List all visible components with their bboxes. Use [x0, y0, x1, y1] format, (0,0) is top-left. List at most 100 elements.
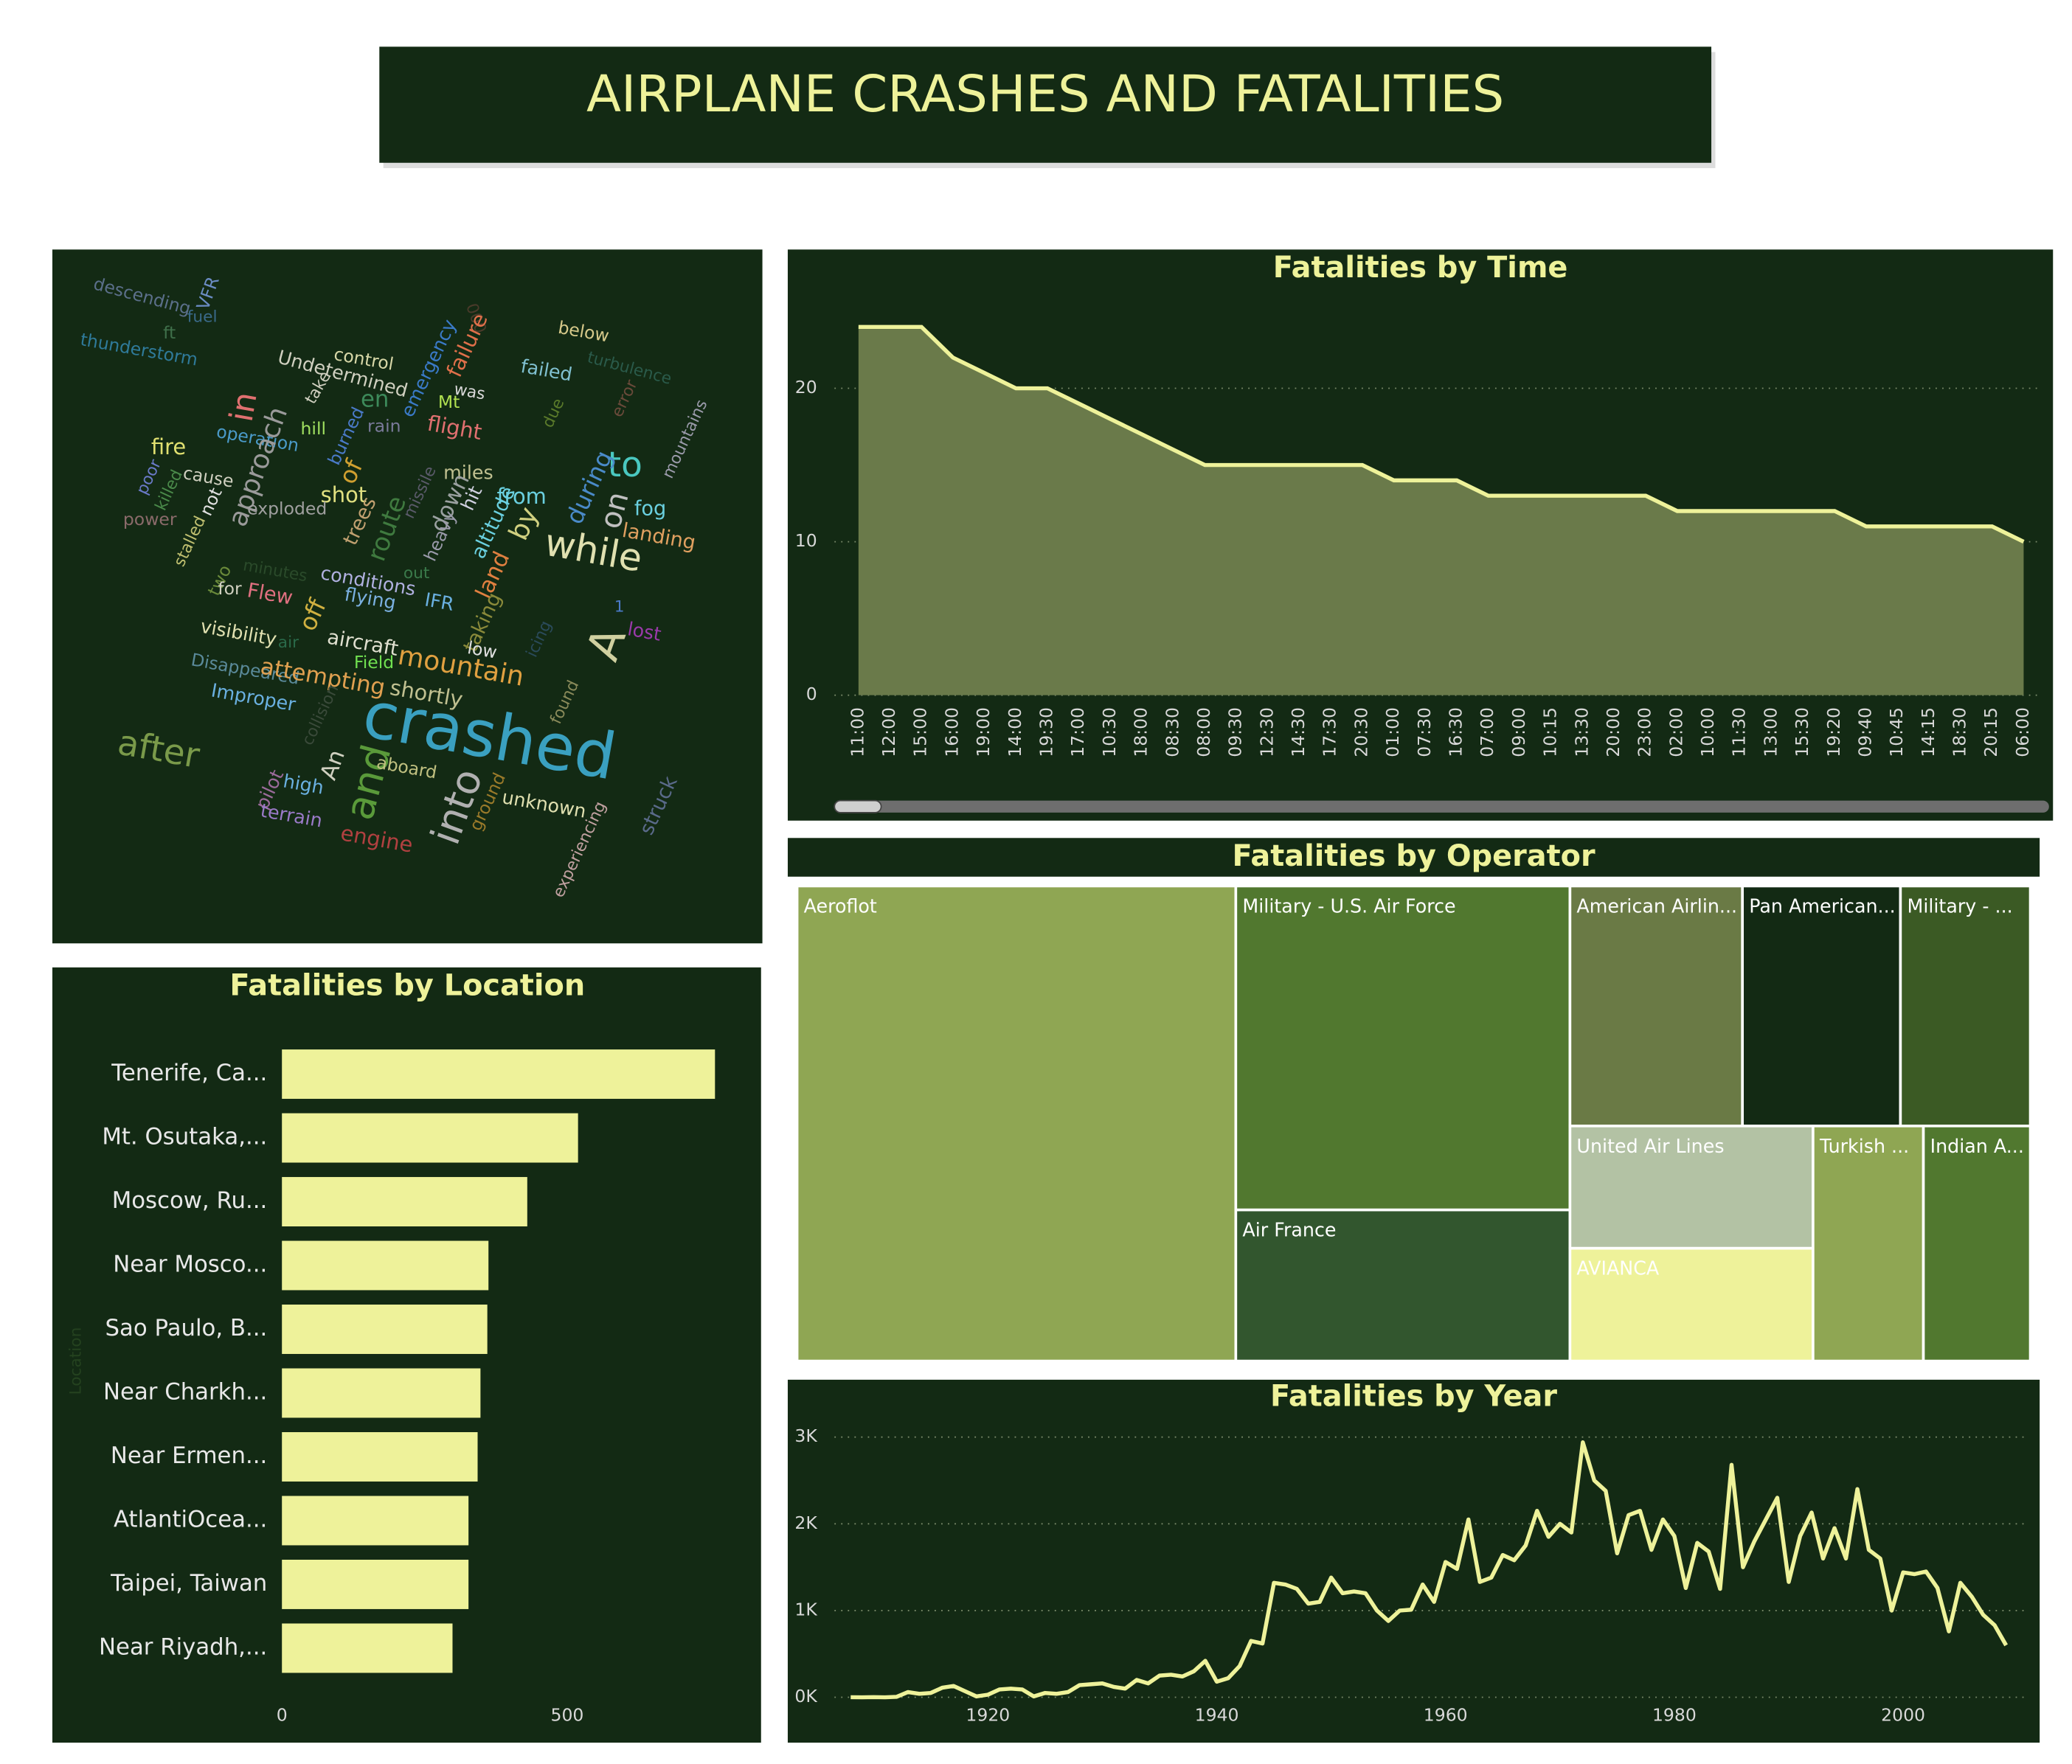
treemap-label: AVIANCA: [1576, 1257, 1659, 1279]
wordcloud-panel: [52, 249, 763, 944]
y-tick-label: 10: [795, 530, 817, 551]
treemap-label: Military - ...: [1907, 895, 2012, 917]
cloud-word: Mt: [438, 392, 460, 412]
cloud-word: Field: [354, 652, 394, 673]
treemap-cell: [1812, 1124, 1925, 1363]
x-tick-label: 09:30: [1225, 707, 1246, 757]
x-tick-label: 08:00: [1193, 707, 1214, 757]
cloud-word: IFR: [423, 588, 456, 614]
y-tick-label: Mt. Osutaka,...: [102, 1124, 267, 1150]
cloud-word: air: [278, 633, 299, 652]
cloud-word: 1: [614, 597, 625, 616]
x-tick-label: 1980: [1652, 1704, 1697, 1725]
x-tick-label: 16:00: [941, 707, 962, 757]
area-fill: [858, 327, 2024, 695]
x-tick-label: 08:30: [1162, 707, 1182, 757]
treemap-label: Aeroflot: [804, 895, 877, 917]
bar: [282, 1177, 527, 1227]
cloud-word: for: [218, 578, 242, 599]
title-banner: [379, 46, 1712, 163]
treemap-label: Pan American...: [1749, 895, 1895, 917]
y-tick-label: 3K: [794, 1426, 817, 1446]
x-tick-label: 09:40: [1854, 707, 1875, 757]
x-tick-label: 10:15: [1540, 707, 1561, 757]
x-tick-label: 10:30: [1099, 707, 1120, 757]
chart-title: Fatalities by Location: [229, 968, 585, 1002]
y-tick-label: Near Riyadh,...: [99, 1633, 267, 1660]
cloud-word: rain: [367, 416, 401, 437]
cloud-word: to: [608, 445, 642, 485]
x-tick-label: 19:20: [1823, 707, 1844, 757]
area-line: [858, 324, 2025, 544]
cloud-word: hill: [301, 418, 327, 439]
x-tick-label: 500: [551, 1704, 584, 1725]
cloud-word: fog: [634, 498, 666, 521]
x-tick-label: 18:00: [1131, 707, 1151, 757]
bar: [282, 1432, 478, 1482]
treemap-label: Military - U.S. Air Force: [1242, 895, 1455, 917]
bar: [282, 1623, 453, 1673]
treemap-cell: [1741, 884, 1902, 1128]
cloud-word: power: [123, 509, 177, 529]
treemap-label: American Airlin...: [1576, 895, 1737, 917]
chart-title: Fatalities by Operator: [1232, 839, 1595, 873]
x-tick-label: 19:00: [973, 707, 994, 757]
bar: [282, 1559, 469, 1609]
x-tick-label: 0: [277, 1704, 288, 1725]
cloud-word: miles: [443, 461, 493, 483]
x-tick-label: 1920: [966, 1704, 1010, 1725]
x-tick-label: 1940: [1195, 1704, 1239, 1725]
treemap-cell: [1234, 884, 1572, 1212]
x-tick-label: 13:30: [1571, 707, 1592, 757]
x-tick-label: 20:15: [1981, 707, 2001, 757]
x-tick-label: 06:00: [2012, 707, 2033, 757]
x-tick-label: 12:00: [879, 707, 899, 757]
y-tick-label: Sao Paulo, B...: [105, 1315, 268, 1341]
cloud-word: en: [361, 386, 389, 412]
x-tick-label: 07:30: [1414, 707, 1435, 757]
x-tick-label: 10:00: [1697, 707, 1718, 757]
y-axis-label: Location: [67, 1327, 86, 1395]
x-tick-label: 16:30: [1445, 707, 1466, 757]
x-tick-label: 02:00: [1666, 707, 1686, 757]
bar: [282, 1113, 578, 1163]
cloud-word: from: [497, 484, 547, 509]
scrollbar-thumb[interactable]: [834, 799, 882, 813]
x-tick-label: 20:00: [1603, 707, 1624, 757]
x-tick-label: 15:30: [1792, 707, 1812, 757]
treemap-label: Indian A...: [1930, 1135, 2024, 1157]
treemap-cell: [795, 884, 1238, 1363]
chart-title: Fatalities by Year: [1270, 1380, 1557, 1414]
cloud-word: shot: [321, 482, 367, 507]
bar: [282, 1049, 716, 1100]
x-tick-label: 23:00: [1635, 707, 1655, 757]
treemap-cell: [1899, 884, 2032, 1128]
bar: [282, 1240, 489, 1291]
treemap-label: United Air Lines: [1576, 1135, 1724, 1157]
treemap-label: Turkish ...: [1819, 1135, 1909, 1157]
treemap-cell: [1568, 884, 1744, 1128]
operator-header: [787, 838, 2040, 877]
scrollbar-track[interactable]: [834, 800, 2049, 813]
treemap-label: Air France: [1242, 1219, 1336, 1241]
line-series: [850, 1440, 2009, 1700]
x-tick-label: 15:00: [910, 707, 931, 757]
x-tick-label: 13:00: [1760, 707, 1781, 757]
y-tick-label: Near Mosco...: [113, 1251, 267, 1278]
x-tick-label: 01:00: [1382, 707, 1403, 757]
y-tick-label: Near Ermen...: [111, 1442, 267, 1469]
x-tick-label: 07:00: [1477, 707, 1497, 757]
y-tick-label: AtlantiOcea...: [114, 1506, 267, 1532]
x-tick-label: 20:30: [1351, 707, 1371, 757]
cloud-word: fire: [151, 434, 186, 459]
x-tick-label: 2000: [1881, 1704, 1925, 1725]
cloud-word: ft: [163, 322, 176, 343]
y-tick-label: Taipei, Taiwan: [110, 1570, 267, 1597]
treemap-cell: [1922, 1124, 2032, 1363]
cloud-word: fuel: [187, 308, 218, 327]
x-tick-label: 14:30: [1288, 707, 1309, 757]
cloud-word: out: [403, 564, 430, 583]
cloud-word: exploded: [247, 499, 327, 519]
